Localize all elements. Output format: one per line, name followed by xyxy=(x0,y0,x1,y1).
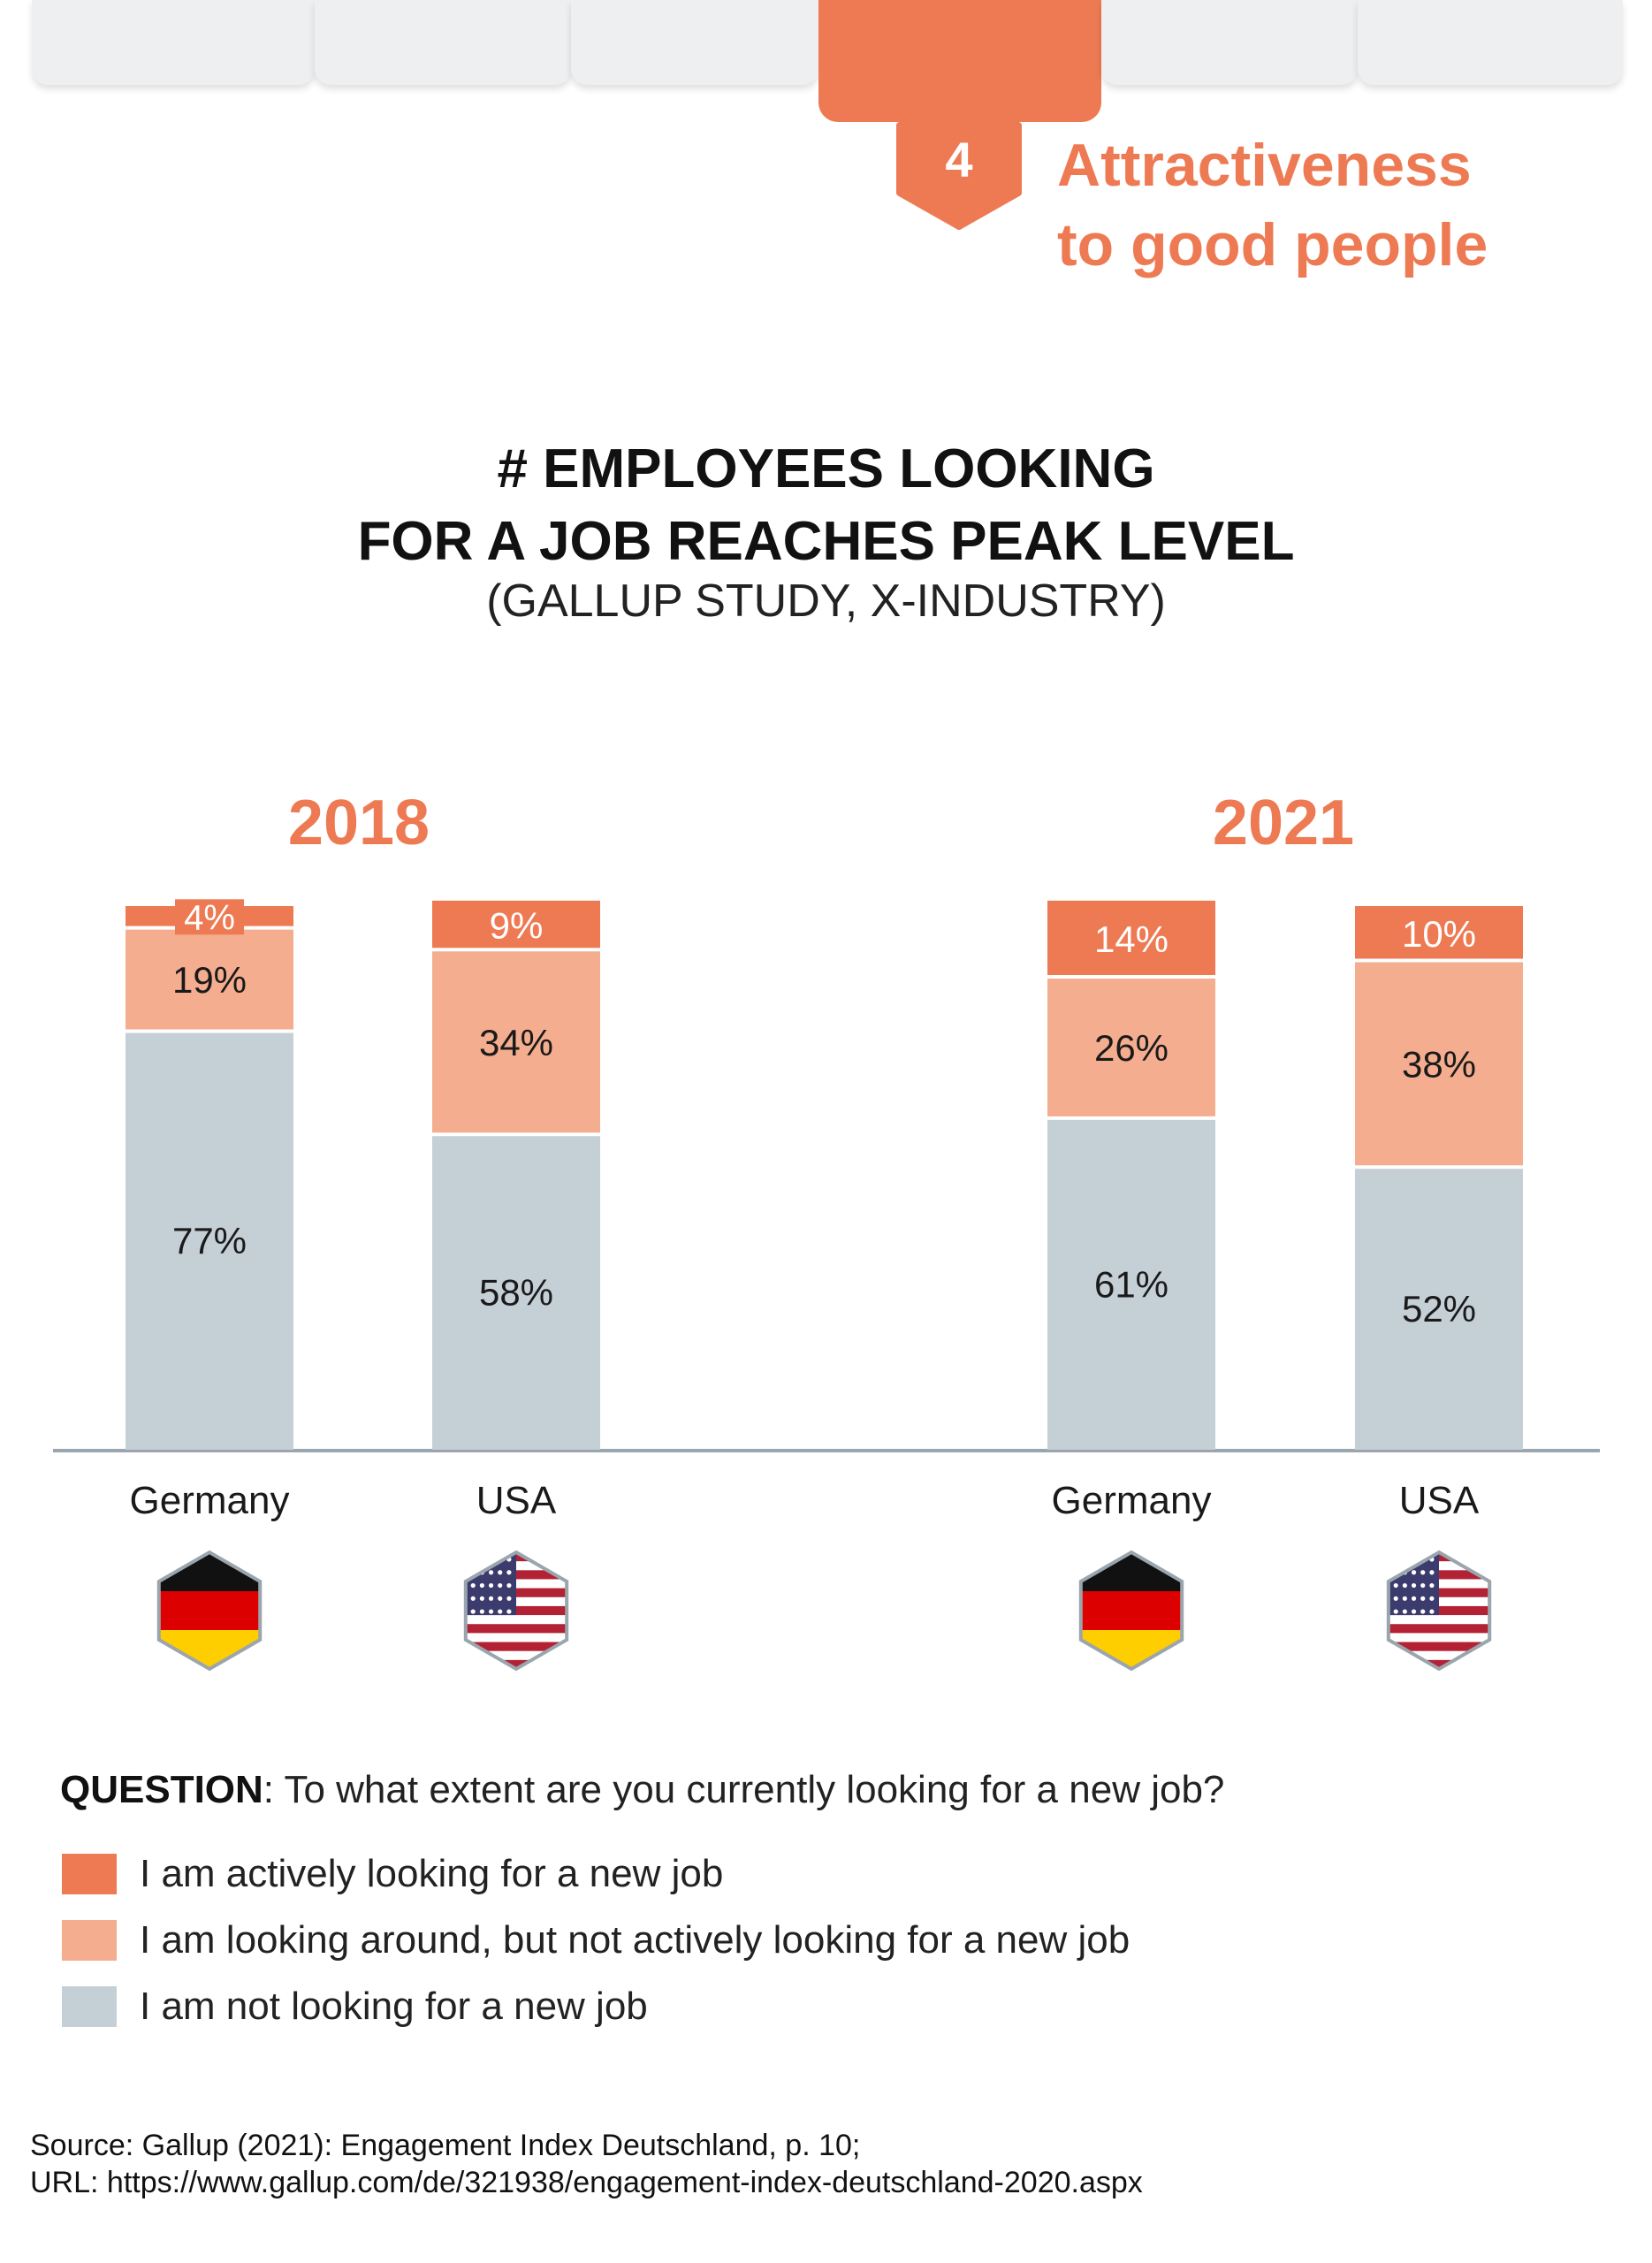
legend-swatch-active xyxy=(62,1854,117,1894)
legend-item-looking-around: I am looking around, but not actively lo… xyxy=(62,1918,1130,1962)
bar-segment-i-am-not-looking-for-a-new-job xyxy=(432,1134,600,1450)
bar-segment-i-am-actively-looking-for-a-new-job xyxy=(432,900,600,950)
hexagon-icon xyxy=(896,88,1022,230)
category-label-germany: Germany xyxy=(130,1479,290,1522)
bar-segment-i-am-looking-around-but-not-actively-looking-for-a-new-job xyxy=(1047,976,1215,1118)
bar-segment-i-am-not-looking-for-a-new-job xyxy=(126,1031,293,1450)
data-label: 9% xyxy=(490,905,544,947)
data-label: 58% xyxy=(479,1272,553,1314)
data-label: 19% xyxy=(172,959,247,1001)
germany-flag-icon xyxy=(158,1552,261,1669)
section-number-badge: 4 xyxy=(893,88,1025,230)
legend-swatch-looking-around xyxy=(62,1920,117,1961)
section-tab[interactable] xyxy=(1358,0,1623,85)
category-label-usa: USA xyxy=(476,1479,557,1522)
legend-label: I am looking around, but not actively lo… xyxy=(140,1918,1131,1962)
question-label: QUESTION xyxy=(60,1768,263,1811)
chart-title: # EMPLOYEES LOOKING FOR A JOB REACHES PE… xyxy=(357,438,1295,572)
data-label: 4% xyxy=(184,898,235,937)
bar-segment-i-am-looking-around-but-not-actively-looking-for-a-new-job xyxy=(126,927,293,1032)
data-label: 14% xyxy=(1094,918,1169,960)
legend-label: I am actively looking for a new job xyxy=(140,1852,724,1895)
legend-item-not-looking: I am not looking for a new job xyxy=(62,1985,648,2029)
flag-hexagon-border xyxy=(156,1550,263,1672)
data-label: 77% xyxy=(172,1220,247,1261)
bar-segment-i-am-not-looking-for-a-new-job xyxy=(1047,1117,1215,1450)
data-label: 52% xyxy=(1402,1288,1476,1330)
legend-swatch-not-looking xyxy=(62,1986,117,2027)
question-text: : To what extent are you currently looki… xyxy=(263,1768,1225,1811)
data-label: 10% xyxy=(1402,913,1476,955)
section-title: Attractiveness to good people xyxy=(1057,132,1488,278)
source-citation: Source: Gallup (2021): Engagement Index … xyxy=(30,2129,861,2162)
section-tab[interactable] xyxy=(315,0,571,85)
usa-flag-icon xyxy=(1388,1552,1490,1669)
flag-hexagon-border xyxy=(463,1550,569,1672)
legend-item-active: I am actively looking for a new job xyxy=(62,1852,723,1896)
data-label: 61% xyxy=(1094,1263,1169,1305)
bar-segment-i-am-looking-around-but-not-actively-looking-for-a-new-job xyxy=(432,949,600,1135)
source-url[interactable]: URL: https://www.gallup.com/de/321938/en… xyxy=(30,2166,1143,2199)
category-label-germany: Germany xyxy=(1052,1479,1212,1522)
bar-segment-i-am-not-looking-for-a-new-job xyxy=(1355,1167,1523,1450)
section-number: 4 xyxy=(945,131,973,187)
section-tab[interactable] xyxy=(1101,0,1358,85)
flag-hexagon-border xyxy=(1386,1550,1492,1672)
bar-segment-i-am-actively-looking-for-a-new-job xyxy=(126,906,293,928)
legend-question: QUESTION: To what extent are you current… xyxy=(60,1768,1224,1812)
section-tab[interactable] xyxy=(32,0,315,85)
section-tabs xyxy=(0,0,1652,122)
data-label: 38% xyxy=(1402,1043,1476,1085)
chart-subtitle: (GALLUP STUDY, X-INDUSTRY) xyxy=(486,575,1166,627)
source-note: Source: Gallup (2021): Engagement Index … xyxy=(30,2127,1143,2201)
usa-flag-icon xyxy=(465,1552,567,1669)
group-label-2018: 2018 xyxy=(287,788,430,858)
legend-label: I am not looking for a new job xyxy=(140,1985,648,2028)
group-label-2021: 2021 xyxy=(1212,788,1355,858)
data-label-background xyxy=(175,899,244,935)
bar-segment-i-am-actively-looking-for-a-new-job xyxy=(1047,900,1215,977)
data-label: 26% xyxy=(1094,1027,1169,1069)
bar-segment-i-am-looking-around-but-not-actively-looking-for-a-new-job xyxy=(1355,960,1523,1168)
bar-segment-i-am-actively-looking-for-a-new-job xyxy=(1355,906,1523,961)
flag-hexagon-border xyxy=(1078,1550,1184,1672)
data-label: 34% xyxy=(479,1022,553,1063)
category-label-usa: USA xyxy=(1399,1479,1480,1522)
section-tab[interactable] xyxy=(571,0,818,85)
germany-flag-icon xyxy=(1080,1552,1183,1669)
